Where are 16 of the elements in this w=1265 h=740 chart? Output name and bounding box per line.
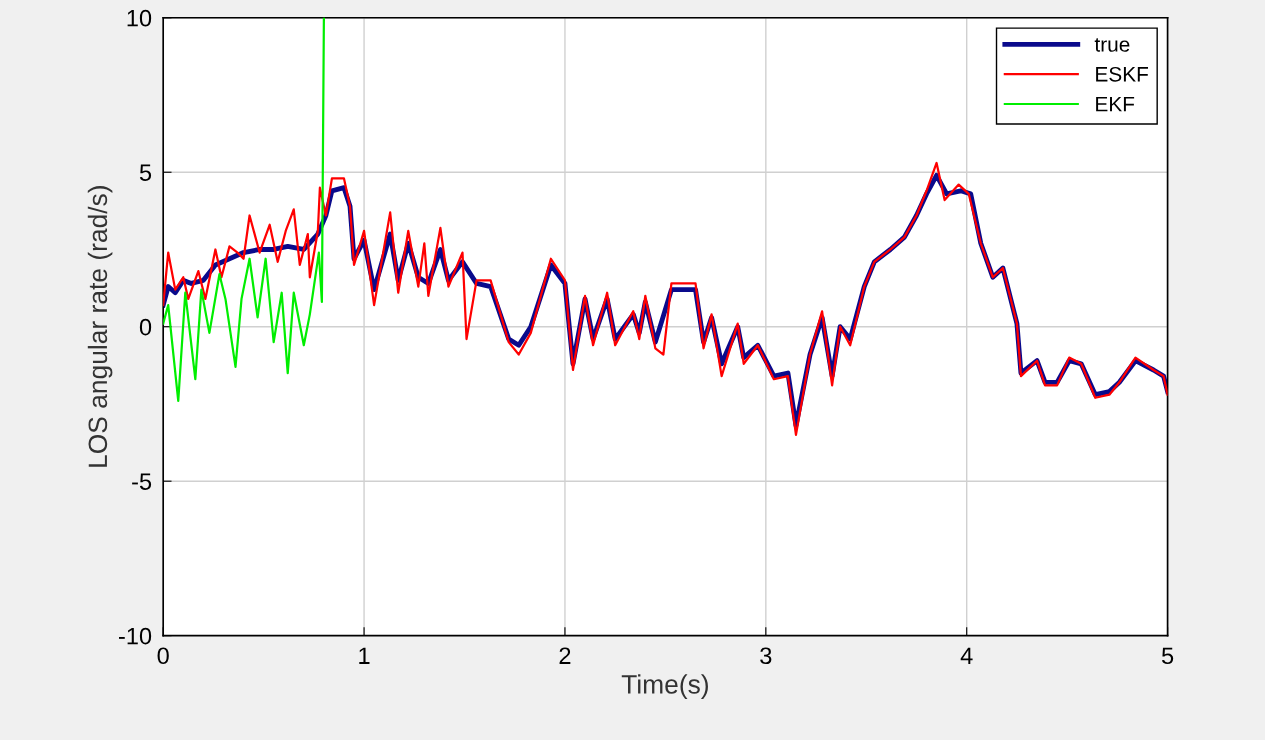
x-tick-label: 1 — [359, 647, 370, 664]
y-axis-title: LOS angular rate (rad/s) — [87, 186, 113, 467]
x-tick-label: 5 — [1161, 647, 1174, 665]
x-tick-label: 0 — [157, 647, 169, 665]
x-tick-label: 3 — [760, 647, 772, 665]
x-tick-label: 4 — [960, 647, 973, 664]
legend-label: ESKF — [1096, 66, 1149, 82]
y-tick-label: 0 — [139, 318, 152, 336]
y-tick-label: 10 — [127, 9, 152, 27]
y-tick-label: 5 — [139, 164, 152, 182]
y-tick-label: -5 — [132, 473, 152, 490]
legend-label: true — [1094, 38, 1130, 52]
x-tick-label: 2 — [559, 647, 571, 664]
legend-label: EKF — [1096, 96, 1135, 112]
x-axis-title: Time(s) — [621, 674, 708, 699]
y-tick-label: -10 — [119, 627, 152, 645]
